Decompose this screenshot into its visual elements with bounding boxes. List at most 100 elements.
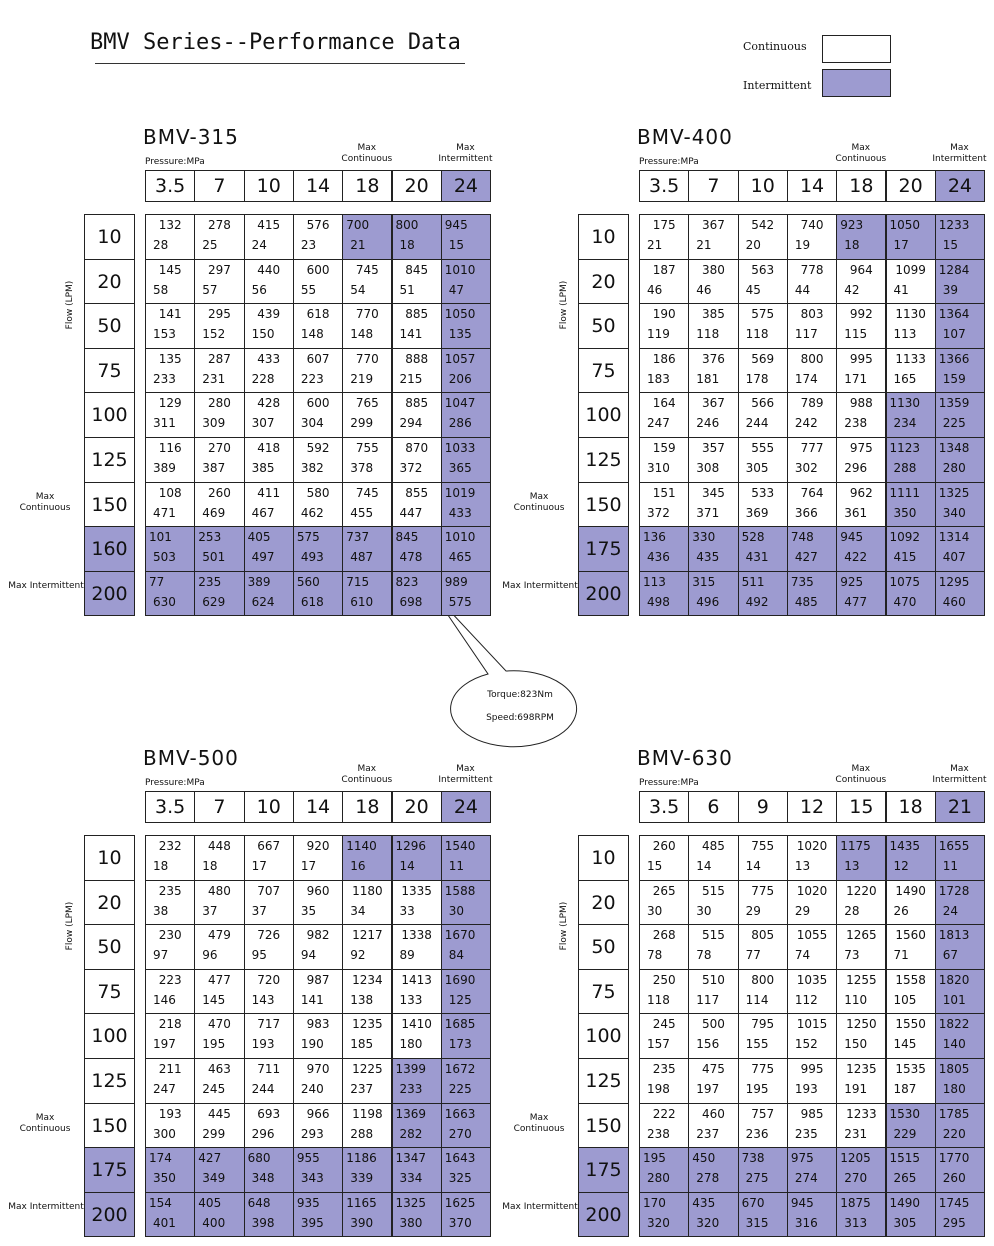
speed: 478 [399, 550, 423, 565]
speed: 180 [399, 1037, 423, 1052]
speed: 313 [844, 1215, 868, 1230]
flow-cell: 200 [578, 570, 629, 617]
torque: 385 [701, 307, 725, 322]
data-cell: 775 29 [737, 879, 788, 926]
flow-axis-label: Flow (LPM) [65, 901, 75, 951]
torque: 1490 [895, 883, 926, 898]
torque: 800 [395, 218, 419, 232]
data-cell: 1338 89 [391, 924, 442, 970]
torque: 845 [395, 530, 419, 545]
data-cell: 297 57 [194, 258, 245, 305]
torque: 405 [247, 530, 271, 545]
torque: 1540 [444, 839, 476, 853]
speed: 84 [448, 948, 465, 963]
flow-axis-label: Flow (LPM) [559, 280, 569, 330]
torque: 1010 [444, 530, 476, 545]
data-cell: 1364 107 [934, 303, 986, 349]
torque: 515 [701, 883, 725, 898]
speed: 385 [251, 461, 275, 475]
torque: 485 [701, 839, 725, 853]
speed: 238 [647, 1126, 670, 1141]
data-cell: 287 231 [194, 347, 245, 394]
speed: 469 [202, 505, 226, 520]
speed: 183 [647, 371, 670, 386]
pressure-cell: 20 [885, 170, 936, 202]
speed: 35 [300, 903, 317, 918]
speed: 57 [202, 282, 218, 297]
pressure-cell: 24 [440, 791, 492, 823]
speed: 15 [942, 238, 959, 252]
torque: 415 [257, 218, 281, 232]
speed: 235 [794, 1126, 818, 1141]
torque: 435 [692, 1195, 716, 1210]
speed: 96 [202, 948, 218, 963]
torque: 711 [257, 1062, 281, 1076]
flow-axis-label: Flow (LPM) [559, 901, 569, 951]
speed: 18 [153, 859, 169, 873]
speed: 215 [399, 371, 423, 386]
data-cell: 707 37 [243, 879, 294, 926]
speed: 24 [251, 238, 267, 252]
speed: 275 [745, 1171, 769, 1186]
speed: 343 [300, 1171, 324, 1186]
speed: 148 [350, 327, 374, 342]
title-underline [95, 63, 465, 64]
pressure-cell: 6 [688, 791, 739, 823]
data-cell: 1655 11 [934, 835, 986, 881]
data-cell: 1233 231 [836, 1102, 887, 1149]
flow-cell: 100 [84, 392, 135, 438]
pressure-cell: 14 [292, 791, 344, 823]
torque: 345 [701, 485, 725, 500]
data-cell: 245 157 [639, 1013, 690, 1059]
torque: 1133 [895, 351, 926, 366]
torque: 563 [751, 262, 775, 277]
torque: 533 [751, 485, 775, 500]
pressure-cell: 14 [292, 170, 344, 202]
data-cell: 1314 407 [934, 526, 986, 572]
torque: 511 [741, 574, 765, 589]
data-cell: 1234 138 [342, 968, 393, 1015]
speed: 240 [300, 1082, 324, 1096]
torque: 1140 [346, 839, 377, 853]
data-cell: 923 18 [836, 214, 887, 260]
torque: 1314 [938, 530, 970, 545]
pressure-cell: 10 [243, 791, 294, 823]
speed: 30 [448, 903, 465, 918]
torque: 1175 [840, 839, 871, 853]
data-cell: 1198 288 [342, 1102, 393, 1149]
data-cell: 315 496 [688, 570, 739, 617]
torque: 141 [158, 307, 182, 322]
data-cell: 1057 206 [440, 347, 492, 394]
speed: 462 [300, 505, 324, 520]
torque: 1050 [889, 218, 921, 232]
pressure-cell: 14 [786, 170, 838, 202]
data-cell: 405 497 [243, 526, 294, 572]
speed: 242 [794, 416, 818, 431]
data-cell: 870 372 [391, 437, 442, 483]
torque: 463 [207, 1062, 231, 1076]
data-cell: 418 385 [243, 437, 294, 483]
flow-cell: 20 [84, 258, 135, 305]
torque: 1075 [889, 574, 921, 589]
torque: 1015 [796, 1017, 828, 1032]
torque: 618 [306, 307, 330, 322]
data-cell: 1250 150 [836, 1013, 887, 1059]
data-cell: 1535 187 [885, 1058, 936, 1104]
speed: 193 [794, 1082, 818, 1096]
torque: 845 [405, 262, 429, 277]
data-cell: 1325 380 [391, 1191, 442, 1238]
data-cell: 1785 220 [934, 1102, 986, 1149]
speed: 350 [893, 505, 917, 520]
speed: 288 [893, 461, 917, 475]
data-cell: 1813 67 [934, 924, 986, 970]
data-cell: 607 223 [292, 347, 344, 394]
torque: 232 [158, 839, 182, 853]
torque: 367 [701, 396, 725, 411]
data-cell: 175 21 [639, 214, 690, 260]
data-cell: 989 575 [440, 570, 492, 617]
torque: 1050 [444, 307, 476, 322]
data-cell: 778 44 [786, 258, 838, 305]
pressure-label: Pressure:MPa [145, 778, 205, 788]
speed: 107 [942, 327, 966, 342]
max-intermittent-row-label: Max Intermittent [8, 580, 84, 591]
